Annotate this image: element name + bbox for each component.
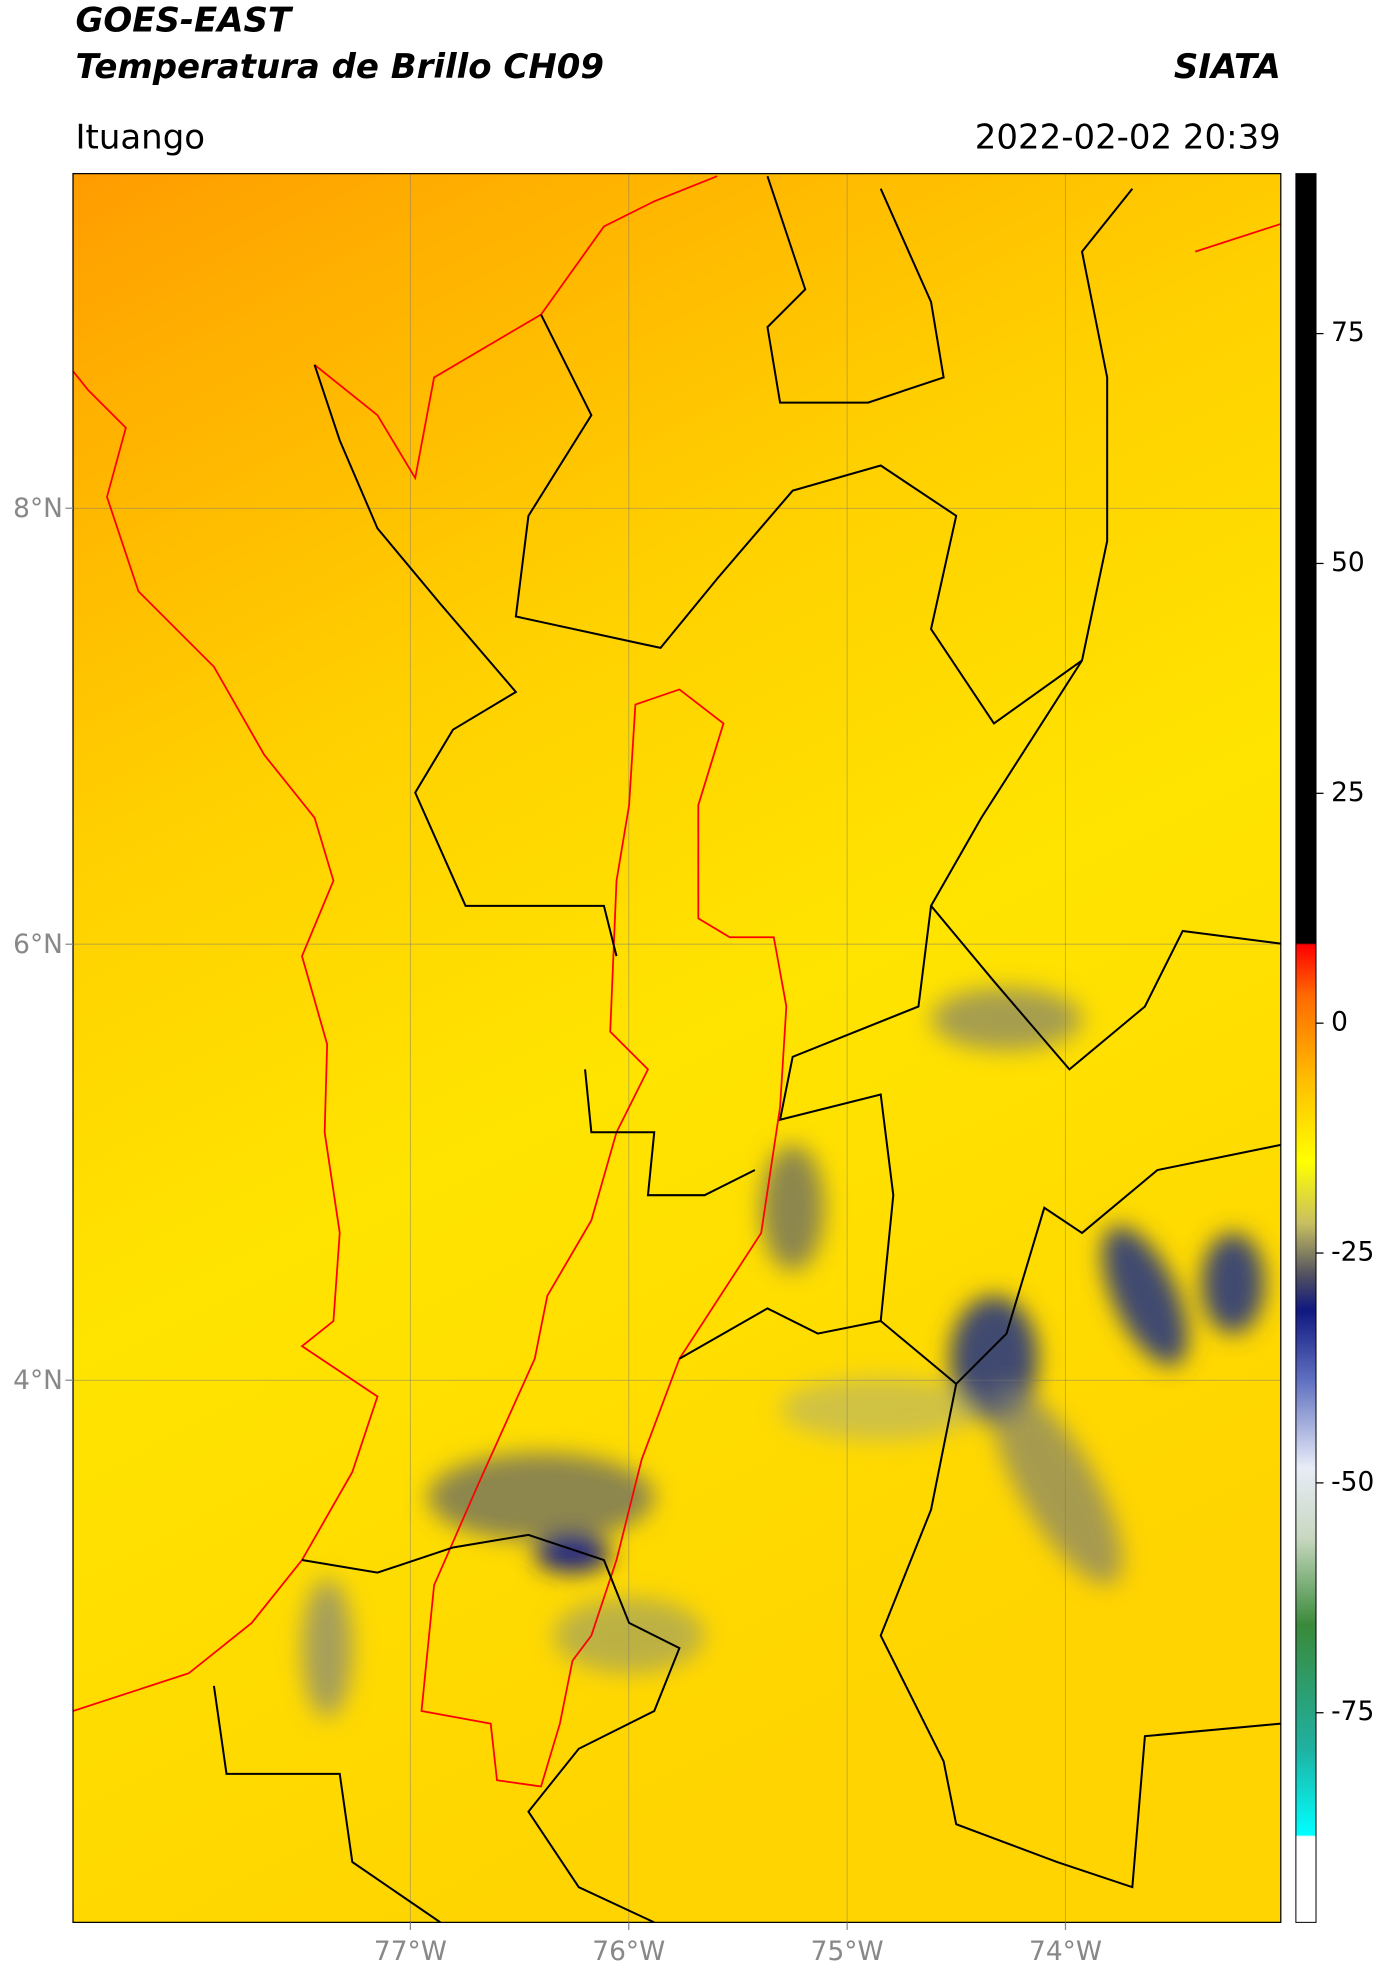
colorbar-tick-label: -25 [1331, 1237, 1374, 1268]
admin-boundary [313, 364, 618, 957]
admin-boundary [930, 905, 1281, 1071]
subtitle: Temperatura de Brillo CH09 [76, 47, 604, 87]
coastline-north [314, 175, 718, 481]
y-tick-label: 8°N [13, 493, 63, 524]
location: Ituango [76, 117, 206, 157]
colorbar-tick-label: 25 [1331, 777, 1365, 808]
colorbar-tick-label: -50 [1331, 1466, 1374, 1497]
admin-boundary [514, 188, 1134, 725]
admin-boundary [678, 1307, 881, 1360]
x-tick-label: 74°W [1029, 1936, 1102, 1967]
admin-boundary [778, 659, 1281, 1386]
admin-boundary [301, 1533, 681, 1923]
colorbar-ticks: 75 50 25 0 -25 -50 -75 [1316, 317, 1374, 1727]
brand: SIATA [1174, 47, 1281, 87]
admin-boundary [766, 175, 945, 404]
y-tick-label: 4°N [13, 1365, 63, 1396]
colorbar-tick-label: -75 [1331, 1696, 1374, 1727]
admin-boundary [212, 1685, 441, 1923]
colorbar [1295, 173, 1317, 1923]
map [73, 173, 1281, 1923]
colorbar-tick-label: 50 [1331, 547, 1365, 578]
x-tick-label: 76°W [592, 1936, 665, 1967]
coastline-east [1194, 223, 1281, 253]
graticule [73, 173, 1281, 1923]
title: GOES-EAST [76, 0, 294, 40]
datetime: 2022-02-02 20:39 [975, 117, 1281, 157]
x-tick-label: 75°W [811, 1936, 884, 1967]
map-frame [72, 172, 1282, 1924]
coastline [73, 370, 379, 1712]
admin-boundary [879, 1383, 1281, 1889]
y-tick-label: 6°N [13, 929, 63, 960]
x-tick-label: 77°W [374, 1936, 447, 1967]
colorbar-tick-label: 75 [1331, 317, 1365, 348]
colorbar-tick-label: 0 [1331, 1007, 1348, 1038]
admin-boundary [584, 1069, 756, 1197]
